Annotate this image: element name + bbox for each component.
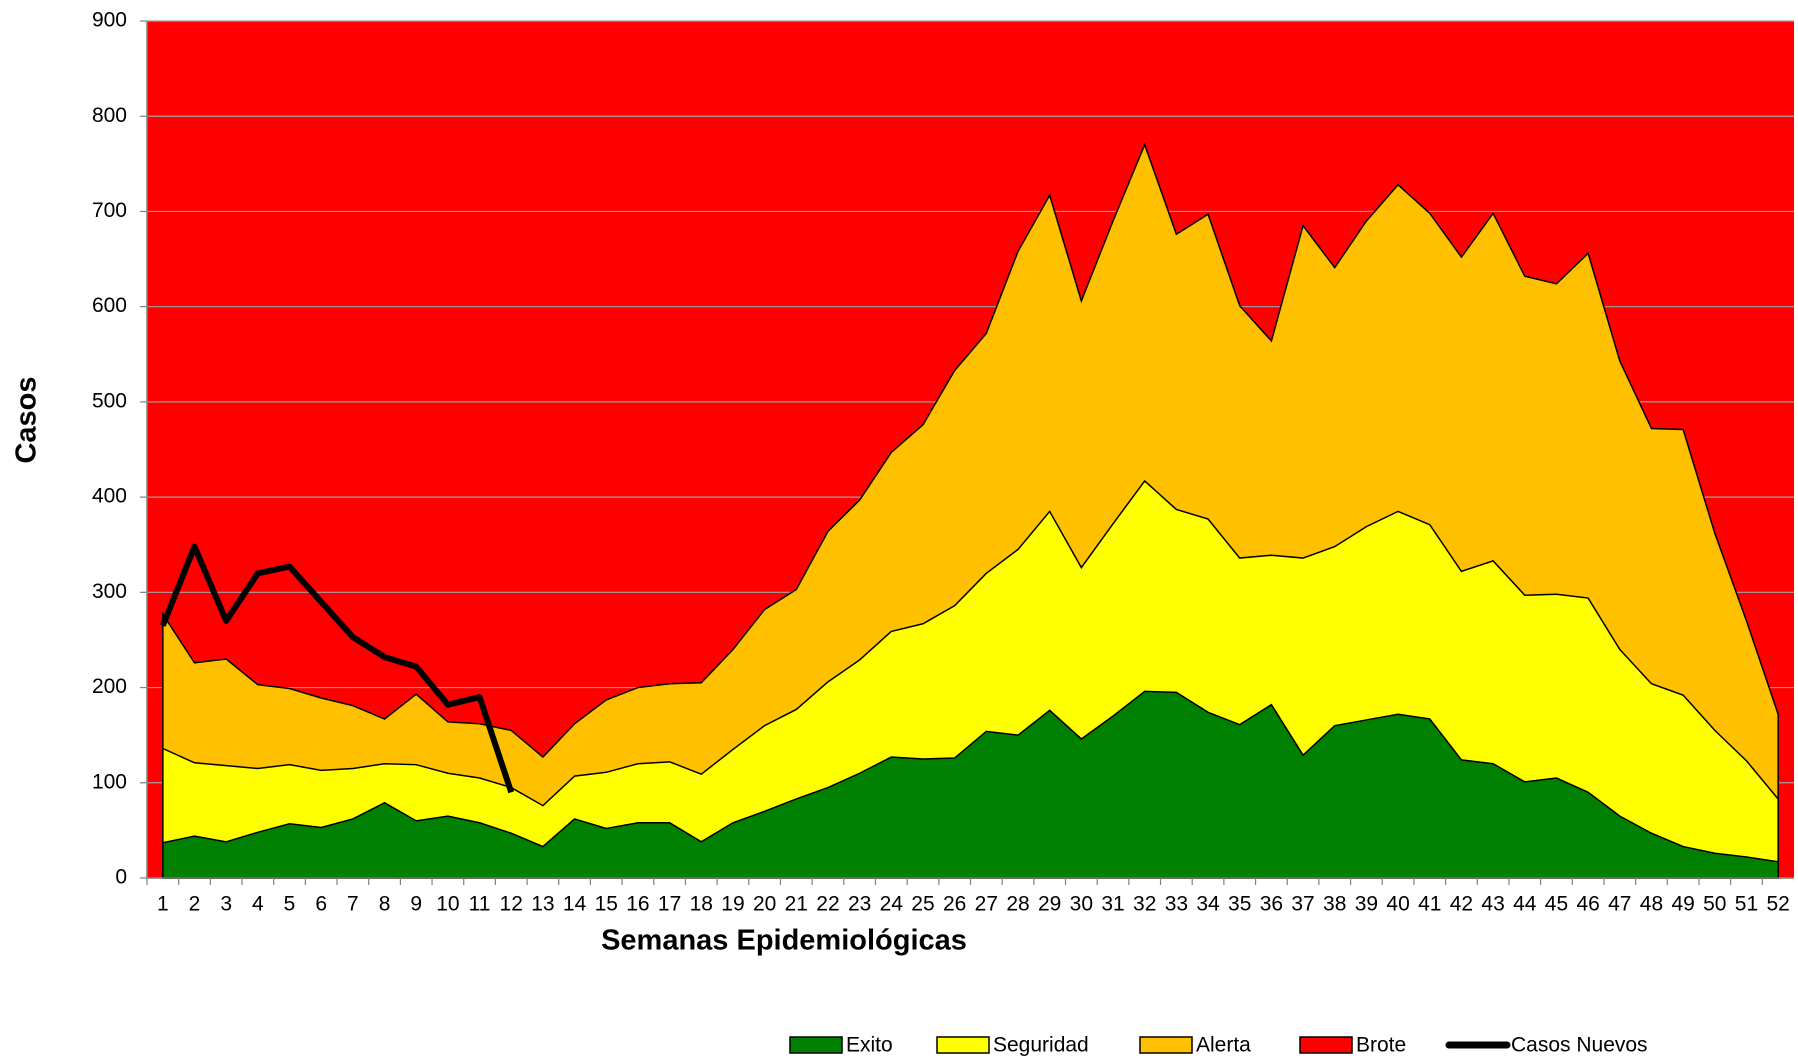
y-tick-label: 800 <box>92 104 127 127</box>
x-tick-label: 37 <box>1291 893 1314 916</box>
x-tick-label: 12 <box>500 893 523 916</box>
x-tick-label: 24 <box>880 893 904 916</box>
x-tick-label: 14 <box>563 893 587 916</box>
x-tick-label: 41 <box>1418 893 1441 916</box>
x-tick-label: 1 <box>157 893 169 916</box>
legend-swatch <box>789 1036 843 1054</box>
x-tick-label: 20 <box>753 893 776 916</box>
x-tick-label: 21 <box>785 893 808 916</box>
x-tick-label: 45 <box>1545 893 1568 916</box>
x-tick-label: 17 <box>658 893 681 916</box>
x-tick-label: 33 <box>1165 893 1188 916</box>
x-tick-label: 28 <box>1006 893 1029 916</box>
x-tick-label: 47 <box>1608 893 1631 916</box>
legend-swatch <box>1139 1036 1193 1054</box>
legend-label: Casos Nuevos <box>1511 1034 1648 1057</box>
legend-label: Brote <box>1356 1034 1406 1057</box>
legend-swatch <box>1299 1036 1353 1054</box>
x-tick-label: 5 <box>284 893 296 916</box>
x-tick-label: 49 <box>1671 893 1694 916</box>
y-tick-label: 500 <box>92 389 127 412</box>
x-tick-label: 44 <box>1513 893 1537 916</box>
y-tick-label: 300 <box>92 580 127 603</box>
x-tick-label: 23 <box>848 893 871 916</box>
x-tick-label: 16 <box>626 893 649 916</box>
x-tick-label: 22 <box>816 893 839 916</box>
x-tick-label: 10 <box>436 893 459 916</box>
legend-label: Alerta <box>1196 1034 1251 1057</box>
x-tick-label: 39 <box>1355 893 1378 916</box>
x-tick-label: 32 <box>1133 893 1156 916</box>
y-tick-label: 400 <box>92 485 127 508</box>
x-tick-label: 48 <box>1640 893 1663 916</box>
x-tick-label: 25 <box>911 893 934 916</box>
x-tick-label: 31 <box>1101 893 1124 916</box>
x-tick-label: 46 <box>1576 893 1599 916</box>
x-tick-label: 9 <box>410 893 422 916</box>
legend-label: Seguridad <box>993 1034 1089 1057</box>
y-tick-label: 100 <box>92 770 127 793</box>
x-tick-label: 15 <box>595 893 618 916</box>
x-axis-title: Semanas Epidemiológicas <box>601 925 967 957</box>
x-tick-label: 35 <box>1228 893 1251 916</box>
legend-label: Exito <box>846 1034 893 1057</box>
x-tick-label: 27 <box>975 893 998 916</box>
x-tick-label: 51 <box>1735 893 1758 916</box>
x-tick-label: 3 <box>220 893 232 916</box>
x-tick-label: 52 <box>1766 893 1789 916</box>
x-tick-label: 50 <box>1703 893 1726 916</box>
x-tick-label: 29 <box>1038 893 1061 916</box>
x-tick-label: 7 <box>347 893 359 916</box>
x-tick-label: 8 <box>379 893 391 916</box>
x-tick-label: 40 <box>1386 893 1409 916</box>
y-axis-title: Casos <box>11 376 43 463</box>
y-tick-label: 0 <box>115 866 127 889</box>
y-tick-label: 900 <box>92 9 127 32</box>
x-tick-label: 6 <box>315 893 327 916</box>
x-tick-label: 36 <box>1260 893 1283 916</box>
x-tick-label: 19 <box>721 893 744 916</box>
line <box>160 543 515 794</box>
x-tick-label: 11 <box>469 893 491 916</box>
x-tick-label: 30 <box>1070 893 1093 916</box>
x-tick-label: 38 <box>1323 893 1346 916</box>
x-tick-label: 13 <box>531 893 554 916</box>
x-tick-label: 2 <box>189 893 201 916</box>
x-tick-label: 34 <box>1196 893 1220 916</box>
area <box>162 690 1779 879</box>
x-tick-label: 4 <box>252 893 264 916</box>
x-tick-label: 43 <box>1481 893 1504 916</box>
y-tick-label: 200 <box>92 675 127 698</box>
y-tick-label: 700 <box>92 199 127 222</box>
y-tick-label: 600 <box>92 294 127 317</box>
x-tick-label: 42 <box>1450 893 1473 916</box>
x-tick-label: 18 <box>690 893 713 916</box>
legend-swatch <box>936 1036 990 1054</box>
x-tick-label: 26 <box>943 893 966 916</box>
